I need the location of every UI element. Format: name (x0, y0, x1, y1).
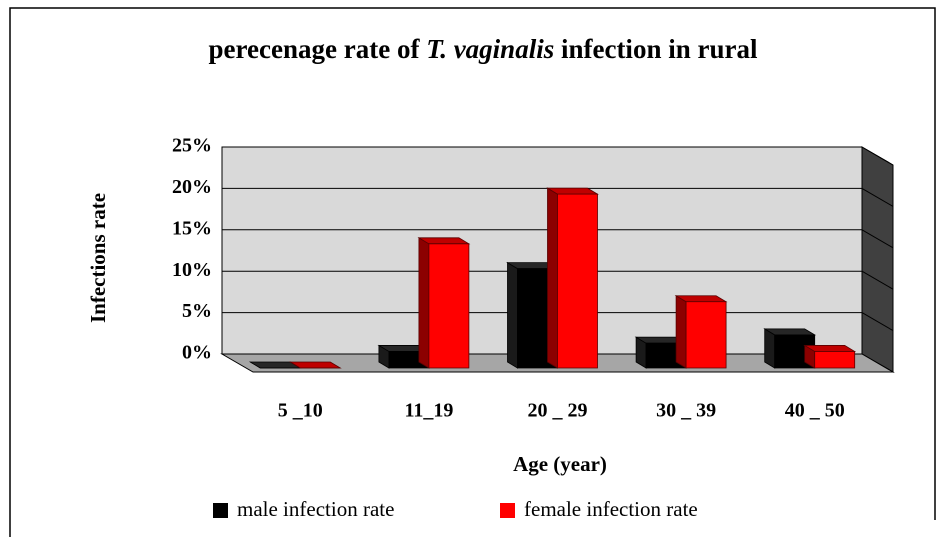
x-tick-label: 30 _ 39 (656, 400, 716, 422)
frame (9, 7, 936, 537)
legend-label: male infection rate (237, 497, 394, 521)
grid-line (861, 146, 894, 166)
bar-side (764, 328, 776, 369)
grid-line (861, 187, 894, 207)
bar (803, 344, 857, 369)
x-axis-label: Age (year) (513, 452, 607, 476)
chart-title: perecenage rate of T. vaginalis infectio… (209, 34, 758, 64)
y-tick-label: 15% (172, 217, 212, 239)
bar-side (675, 295, 687, 369)
grid-line (861, 229, 894, 249)
bar-front (814, 351, 856, 369)
x-tick-label: 40 _ 50 (785, 400, 845, 422)
bar-side (507, 261, 518, 369)
grid-line (861, 270, 894, 290)
y-tick-label: 0% (182, 342, 212, 364)
bar-front (428, 243, 470, 369)
y-tick-label: 20% (172, 176, 212, 198)
side-wall (861, 146, 894, 373)
bar (248, 361, 302, 369)
y-tick-label: 25% (172, 135, 212, 157)
legend-label: female infection rate (524, 497, 698, 521)
grid-line (861, 312, 894, 332)
bar (674, 295, 728, 369)
y-axis-label: Infections rate (86, 193, 110, 323)
bar-front (685, 301, 727, 369)
bar (417, 237, 471, 369)
bar (288, 361, 342, 369)
legend-swatch (500, 503, 515, 518)
bar-front (557, 193, 598, 369)
x-tick-label: 20 _ 29 (528, 400, 588, 422)
title-part: T. vaginalis (426, 34, 554, 64)
y-tick-label: 5% (182, 300, 212, 322)
bar-side (547, 187, 558, 369)
x-tick-label: 11_19 (404, 400, 453, 422)
bar (546, 187, 599, 369)
y-tick-label: 10% (172, 259, 212, 281)
legend-swatch (213, 503, 228, 518)
title-part: perecenage rate of (209, 34, 421, 64)
bar-side (418, 237, 430, 369)
x-tick-label: 5 _10 (278, 400, 323, 422)
title-part: infection in rural (561, 34, 758, 64)
